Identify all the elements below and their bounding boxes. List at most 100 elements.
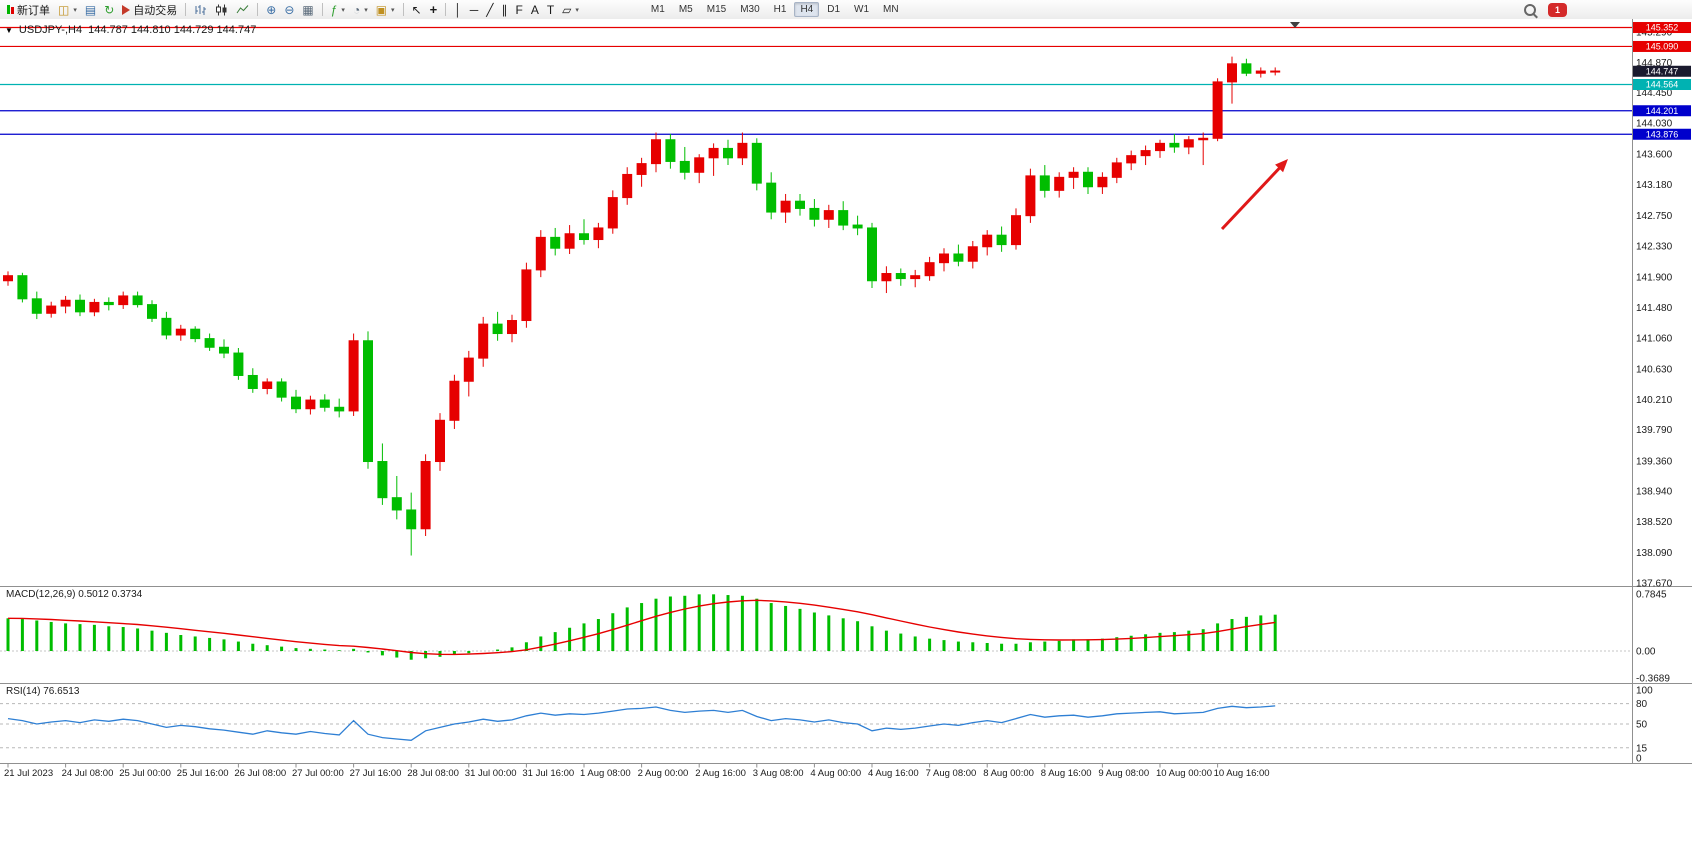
- candle-body: [478, 323, 489, 359]
- vertical-line-button[interactable]: │: [450, 1, 466, 18]
- candle-body: [809, 207, 820, 220]
- caret-icon: ▾: [341, 6, 345, 14]
- macd-signal-line: [7, 599, 1276, 656]
- refresh-button[interactable]: ↻: [100, 1, 118, 18]
- shapes-button[interactable]: ▱ ▾: [558, 1, 583, 18]
- timeframe-mn-button[interactable]: MN: [883, 4, 899, 15]
- candle-body: [1212, 81, 1223, 139]
- time-axis[interactable]: [7, 763, 1219, 768]
- candle-body: [204, 338, 215, 348]
- candle-body: [708, 147, 719, 159]
- candle-body: [1111, 162, 1122, 178]
- price-axis-label: 143.180: [1636, 180, 1673, 191]
- channel-button[interactable]: ∥: [497, 1, 511, 18]
- auto-trading-button[interactable]: 自动交易: [118, 1, 181, 18]
- line-chart-button[interactable]: [232, 1, 253, 18]
- trendline-button[interactable]: ╱: [482, 1, 497, 18]
- candle-body: [780, 200, 791, 213]
- candle-body: [420, 461, 431, 530]
- candle-body: [247, 374, 258, 389]
- horizontal-line-button[interactable]: ─: [466, 1, 483, 18]
- candle-body: [305, 399, 316, 410]
- notification-badge[interactable]: 1: [1548, 2, 1567, 17]
- macd-histogram: [6, 594, 1277, 660]
- time-axis-label: 25 Jul 00:00: [119, 768, 171, 779]
- candlestick-chart-button[interactable]: [211, 1, 232, 18]
- level-lines-group: [0, 26, 1632, 135]
- candle-body: [60, 299, 71, 307]
- candle-body: [31, 298, 42, 314]
- price-axis-label: 139.790: [1636, 425, 1673, 436]
- timeframe-d1-button[interactable]: D1: [827, 4, 841, 15]
- new-chart-button[interactable]: ◫ ▾: [54, 1, 81, 18]
- timeframe-h4-button[interactable]: H4: [794, 2, 820, 17]
- candle-body: [492, 323, 503, 335]
- horizontal-line-icon: ─: [469, 2, 479, 17]
- new-order-icon: [7, 5, 14, 14]
- timeframe-w1-button[interactable]: W1: [854, 4, 870, 15]
- candle-body: [1198, 137, 1209, 141]
- candle-body: [391, 497, 402, 511]
- timeframe-m30-button[interactable]: M30: [740, 4, 760, 15]
- candle-body: [1025, 175, 1036, 217]
- trend-arrow[interactable]: [1220, 162, 1285, 231]
- candle-body: [550, 236, 561, 249]
- candle-body: [910, 275, 921, 280]
- fibonacci-button[interactable]: F: [511, 1, 526, 18]
- candle-body: [622, 173, 633, 199]
- candle-body: [132, 295, 143, 306]
- candle-body: [579, 233, 589, 241]
- channel-icon: ∥: [501, 2, 508, 17]
- templates-button[interactable]: ▣ ▾: [372, 1, 399, 18]
- chart-shift-marker[interactable]: [1290, 22, 1300, 28]
- candle-body: [147, 304, 157, 319]
- zoom-in-button[interactable]: ⊕: [262, 1, 280, 18]
- templates-icon: ▣: [375, 2, 388, 17]
- candle-body: [651, 139, 661, 165]
- crosshair-icon: +: [429, 2, 438, 17]
- price-tag-label: 145.352: [1646, 23, 1679, 33]
- candle-body: [1255, 70, 1266, 74]
- time-axis-label: 8 Aug 16:00: [1041, 768, 1092, 779]
- timeframe-m1-button[interactable]: M1: [650, 4, 665, 15]
- new-order-button[interactable]: 新订单: [3, 1, 54, 18]
- candle-body: [1241, 63, 1252, 74]
- toolbar-separator: [402, 3, 404, 16]
- timeframe-m5-button[interactable]: M5: [678, 4, 693, 15]
- rsi-axis-label: 50: [1636, 720, 1648, 731]
- candle-body: [75, 299, 85, 313]
- periods-button[interactable]: ◔ ▾: [349, 1, 372, 18]
- candle-body: [17, 275, 28, 300]
- tile-windows-button[interactable]: ▦: [298, 1, 317, 18]
- chart-canvas[interactable]: 145.290144.870144.450144.030143.600143.1…: [0, 19, 1692, 848]
- timeframe-h1-button[interactable]: H1: [773, 4, 787, 15]
- candle-body: [679, 160, 690, 173]
- timeframe-m15-button[interactable]: M15: [706, 4, 727, 15]
- price-axis-label: 138.090: [1636, 548, 1673, 559]
- time-axis-label: 10 Aug 16:00: [1214, 768, 1270, 779]
- price-axis-label: 144.030: [1636, 119, 1673, 130]
- profiles-button[interactable]: ▤: [81, 1, 100, 18]
- candle-body: [89, 301, 100, 313]
- cursor-button[interactable]: ↖: [408, 1, 426, 18]
- vertical-line-icon: │: [454, 2, 462, 17]
- bar-chart-button[interactable]: [190, 1, 211, 18]
- tile-windows-icon: ▦: [302, 2, 314, 17]
- rsi-axis-label: 100: [1636, 686, 1653, 697]
- text-button[interactable]: A: [527, 1, 543, 18]
- candles-group: [3, 56, 1281, 556]
- price-axis-label: 144.870: [1636, 58, 1673, 69]
- price-axis-label: 143.600: [1636, 150, 1673, 161]
- toolbar-separator: [321, 3, 323, 16]
- zoom-out-button[interactable]: ⊖: [280, 1, 298, 18]
- price-tag-143.876: [1633, 128, 1691, 140]
- candle-body: [564, 233, 575, 249]
- label-button[interactable]: T: [543, 1, 558, 18]
- candlestick-chart-icon: [216, 4, 227, 15]
- shapes-icon: ▱: [562, 2, 572, 17]
- time-axis-label: 8 Aug 00:00: [983, 768, 1034, 779]
- search-button[interactable]: [1520, 1, 1540, 18]
- time-axis-label: 21 Jul 2023: [4, 768, 53, 779]
- crosshair-button[interactable]: +: [426, 1, 442, 18]
- indicators-button[interactable]: ƒ ▾: [327, 1, 349, 18]
